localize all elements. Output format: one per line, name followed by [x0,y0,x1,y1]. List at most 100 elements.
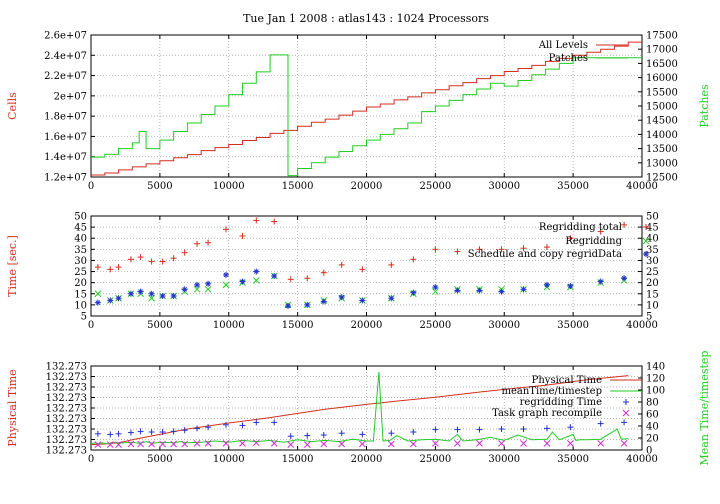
data-point-b [339,294,345,300]
legend-label: Regridding [565,236,622,247]
data-point-b [567,440,574,447]
legend-label: Patches [549,53,588,64]
data-point-b [193,285,201,293]
y-tick-label: 132.273 [46,404,87,415]
y-tick-label: 1.8e+07 [44,112,87,123]
legend-marker-b [642,237,650,245]
y-tick-label: 50 [74,212,87,223]
y-axis-label: Physical Time [6,369,19,446]
y-tick-label: 35 [74,245,87,256]
data-point-b [271,273,277,279]
chart-panel-2: 0 5000 10000 15000 20000 25000 30000 35000 40000… [6,212,659,332]
y2-tick-label: 14000 [646,130,678,141]
x-tick-label: 15000 [282,320,314,331]
y-tick-label: 5 [81,312,87,323]
series-line [91,41,642,176]
y2-tick-label: 5 [646,312,652,323]
data-point-b [409,440,417,448]
y2-tick-label: 14500 [646,116,678,127]
data-point-b [222,281,230,289]
y2-tick-label: 15500 [646,87,678,98]
x-tick-label: 5000 [147,181,172,192]
chart-panel-3: 0 5000 10000 15000 20000 25000 30000 35000 40000… [6,351,711,466]
data-point-b [106,441,114,448]
data-point-b [320,440,328,448]
data-point-b [359,440,366,448]
y-tick-label: 132.273 [46,372,87,383]
data-point-b [387,440,395,448]
y-tick-label: 132.273 [46,362,87,373]
legend-marker-b [622,409,630,417]
legend-label: All Levels [538,40,588,51]
x-tick-label: 25000 [419,181,451,192]
legend-label: meanTime/timestep [501,386,602,397]
legend-marker-b [643,251,649,257]
data-point-b [193,440,201,447]
series-regridding-total [94,217,628,283]
data-point-b [95,300,101,306]
y-tick-label: 15 [74,289,87,300]
data-point-b [388,295,394,301]
data-point-b [239,440,246,447]
data-point-b [455,288,460,293]
y-tick-label: 1.6e+07 [44,132,87,143]
data-point-b [303,441,311,448]
x-tick-label: 35000 [557,454,589,465]
y2-tick-label: 16000 [646,73,678,84]
x-tick-label: 10000 [213,181,245,192]
data-point-b [138,289,143,294]
y-axis-label: Cells [6,92,19,120]
data-point-b [521,286,526,292]
x-tick-label: 0 [88,320,94,331]
data-point-b [194,282,200,288]
data-point-b [287,441,295,448]
series-regridding [94,272,628,309]
x-tick-label: 15000 [282,181,314,192]
data-point-b [543,440,551,447]
y2-tick-label: 40 [646,234,659,245]
y2-tick-label: 30 [646,256,659,267]
y-tick-label: 2.4e+07 [44,51,87,62]
data-point-b [159,440,166,448]
data-point-b [171,293,177,299]
plot-frame [90,365,643,451]
y2-tick-label: 60 [646,410,659,421]
series-regridding-time [94,419,628,440]
x-tick-label: 0 [88,181,94,192]
x-tick-label: 20000 [351,181,383,192]
x-tick-label: 15000 [282,454,314,465]
x-tick-label: 10000 [213,454,245,465]
data-point-b [253,269,259,274]
data-point-b [240,279,245,284]
y2-axis-label: Mean Time/timestep [698,351,711,466]
data-point-b [181,440,189,448]
y-tick-label: 40 [74,234,87,245]
data-point-b [222,440,230,447]
y-axis-label: Time [sec.] [6,235,19,297]
y-tick-label: 132.273 [46,383,87,394]
x-tick-label: 35000 [557,181,589,192]
y-tick-label: 20 [74,278,87,289]
x-tick-label: 10000 [213,320,245,331]
x-tick-label: 40000 [626,181,658,192]
data-point-b [107,298,113,303]
x-tick-label: 30000 [488,454,520,465]
data-point-b [116,295,121,301]
y-tick-label: 2.6e+07 [44,31,87,42]
y2-tick-label: 120 [646,374,665,385]
series-physical-time [90,375,629,446]
y2-tick-label: 40 [646,422,659,433]
x-tick-label: 20000 [351,320,383,331]
y2-tick-label: 17000 [646,45,678,56]
data-point-b [270,440,278,447]
series-task-graph-recompile [94,439,628,448]
plot-frame [90,34,643,178]
data-point-b [204,285,212,293]
x-tick-label: 35000 [557,320,589,331]
data-point-b [520,440,527,447]
legend-label: Task graph recompile [492,408,602,419]
data-point-b [544,282,550,288]
x-tick-label: 20000 [351,454,383,465]
y2-tick-label: 15000 [646,102,678,113]
y-tick-label: 132.273 [46,446,87,457]
